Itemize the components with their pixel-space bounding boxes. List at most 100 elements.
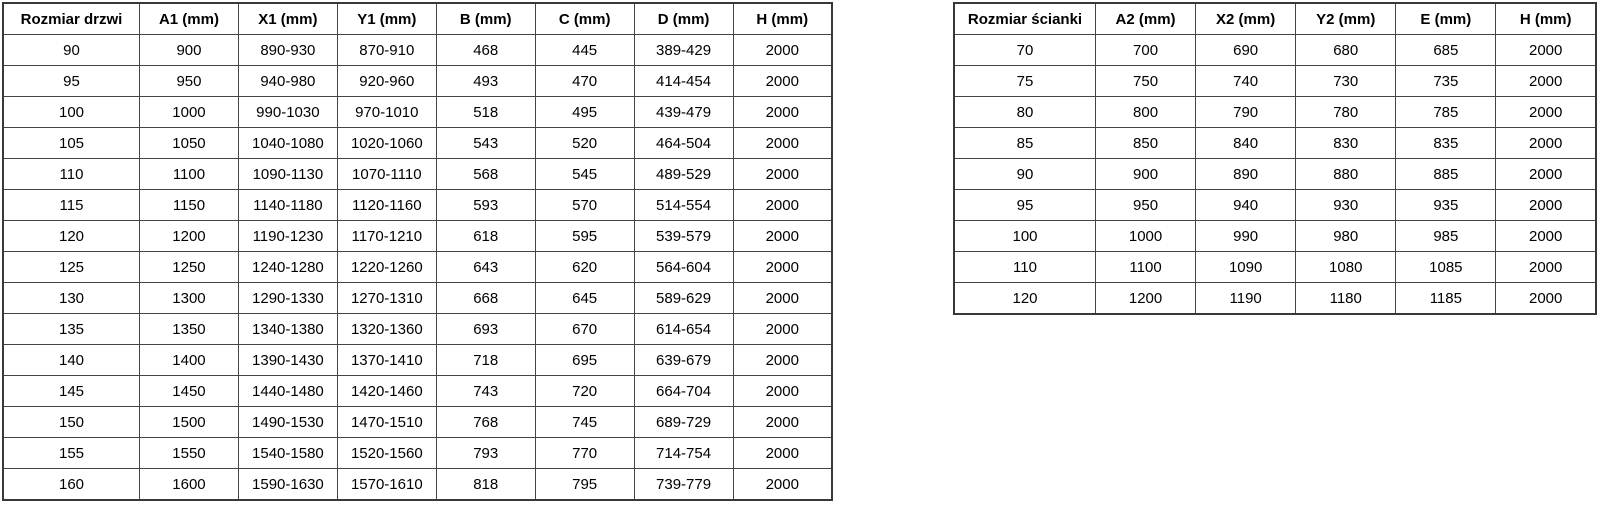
- table-row: 150 1500 1490-1530 1470-1510 768 745 689-729 20…: [2, 406, 833, 438]
- cell: 818: [435, 468, 536, 501]
- cell: 1185: [1395, 282, 1497, 315]
- cell: 718: [435, 344, 536, 376]
- cell: 593: [435, 189, 536, 221]
- cell: 1540-1580: [237, 437, 338, 469]
- cell: 570: [534, 189, 635, 221]
- cell: 800: [1094, 96, 1197, 128]
- table-row: 110 1100 1090-1130 1070-1110 568 545 489-529 20…: [2, 158, 833, 190]
- cell: 2000: [732, 313, 833, 345]
- table-row: 140 1400 1390-1430 1370-1410 718 695 639-679 20…: [2, 344, 833, 376]
- cell: 785: [1395, 96, 1497, 128]
- column-header: A2 (mm): [1094, 2, 1197, 35]
- cell: 1080: [1295, 251, 1397, 283]
- cell: 2000: [1495, 34, 1597, 66]
- table-row: 95 950 940 930 935 2000: [953, 189, 1597, 221]
- cell: 1570-1610: [336, 468, 437, 501]
- cell: 739-779: [633, 468, 734, 501]
- cell: 1250: [139, 251, 239, 283]
- cell: 489-529: [633, 158, 734, 190]
- cell: 110: [2, 158, 140, 190]
- cell: 890-930: [237, 34, 338, 66]
- cell: 639-679: [633, 344, 734, 376]
- cell: 1150: [139, 189, 239, 221]
- table-row: 80 800 790 780 785 2000: [953, 96, 1597, 128]
- cell: 620: [534, 251, 635, 283]
- cell: 700: [1094, 34, 1197, 66]
- cell: 1400: [139, 344, 239, 376]
- cell: 95: [953, 189, 1096, 221]
- cell: 1040-1080: [237, 127, 338, 159]
- cell: 768: [435, 406, 536, 438]
- column-header: X2 (mm): [1195, 2, 1297, 35]
- cell: 985: [1395, 220, 1497, 252]
- cell: 110: [953, 251, 1096, 283]
- cell: 940: [1195, 189, 1297, 221]
- table-row: 105 1050 1040-1080 1020-1060 543 520 464-504 20…: [2, 127, 833, 159]
- cell: 1350: [139, 313, 239, 345]
- cell: 685: [1395, 34, 1497, 66]
- cell: 735: [1395, 65, 1497, 97]
- cell: 750: [1094, 65, 1197, 97]
- cell: 1420-1460: [336, 375, 437, 407]
- cell: 2000: [732, 96, 833, 128]
- cell: 545: [534, 158, 635, 190]
- cell: 770: [534, 437, 635, 469]
- cell: 690: [1195, 34, 1297, 66]
- table-row: 90 900 890 880 885 2000: [953, 158, 1597, 190]
- cell: 439-479: [633, 96, 734, 128]
- cell: 120: [953, 282, 1096, 315]
- cell: 589-629: [633, 282, 734, 314]
- table-row: 75 750 740 730 735 2000: [953, 65, 1597, 97]
- cell: 1000: [139, 96, 239, 128]
- cell: 468: [435, 34, 536, 66]
- cell: 1590-1630: [237, 468, 338, 501]
- cell: 2000: [732, 127, 833, 159]
- cell: 835: [1395, 127, 1497, 159]
- cell: 1500: [139, 406, 239, 438]
- cell: 2000: [732, 251, 833, 283]
- cell: 780: [1295, 96, 1397, 128]
- cell: 850: [1094, 127, 1197, 159]
- cell: 1090: [1195, 251, 1297, 283]
- cell: 1100: [139, 158, 239, 190]
- cell: 2000: [732, 34, 833, 66]
- cell: 543: [435, 127, 536, 159]
- wall-size-table-header-row: Rozmiar ścianki A2 (mm) X2 (mm) Y2 (mm) E (m…: [953, 2, 1597, 35]
- cell: 930: [1295, 189, 1397, 221]
- cell: 150: [2, 406, 140, 438]
- cell: 1240-1280: [237, 251, 338, 283]
- column-header: Y2 (mm): [1295, 2, 1397, 35]
- cell: 493: [435, 65, 536, 97]
- cell: 100: [953, 220, 1096, 252]
- cell: 1170-1210: [336, 220, 437, 252]
- table-row: 145 1450 1440-1480 1420-1460 743 720 664-704 20…: [2, 375, 833, 407]
- cell: 1140-1180: [237, 189, 338, 221]
- cell: 1070-1110: [336, 158, 437, 190]
- table-row: 110 1100 1090 1080 1085 2000: [953, 251, 1597, 283]
- cell: 1200: [1094, 282, 1197, 315]
- cell: 160: [2, 468, 140, 501]
- door-size-table-header-row: Rozmiar drzwi A1 (mm) X1 (mm) Y1 (mm) B (mm)…: [2, 2, 833, 35]
- cell: 990-1030: [237, 96, 338, 128]
- cell: 80: [953, 96, 1096, 128]
- cell: 950: [1094, 189, 1197, 221]
- cell: 2000: [732, 375, 833, 407]
- cell: 793: [435, 437, 536, 469]
- cell: 1270-1310: [336, 282, 437, 314]
- cell: 1600: [139, 468, 239, 501]
- cell: 940-980: [237, 65, 338, 97]
- cell: 1370-1410: [336, 344, 437, 376]
- cell: 990: [1195, 220, 1297, 252]
- table-row: 130 1300 1290-1330 1270-1310 668 645 589-629 20…: [2, 282, 833, 314]
- table-row: 155 1550 1540-1580 1520-1560 793 770 714-754 20…: [2, 437, 833, 469]
- column-header: X1 (mm): [237, 2, 338, 35]
- cell: 670: [534, 313, 635, 345]
- cell: 495: [534, 96, 635, 128]
- cell: 950: [139, 65, 239, 97]
- cell: 2000: [732, 437, 833, 469]
- cell: 720: [534, 375, 635, 407]
- table-row: 100 1000 990 980 985 2000: [953, 220, 1597, 252]
- cell: 695: [534, 344, 635, 376]
- cell: 414-454: [633, 65, 734, 97]
- cell: 643: [435, 251, 536, 283]
